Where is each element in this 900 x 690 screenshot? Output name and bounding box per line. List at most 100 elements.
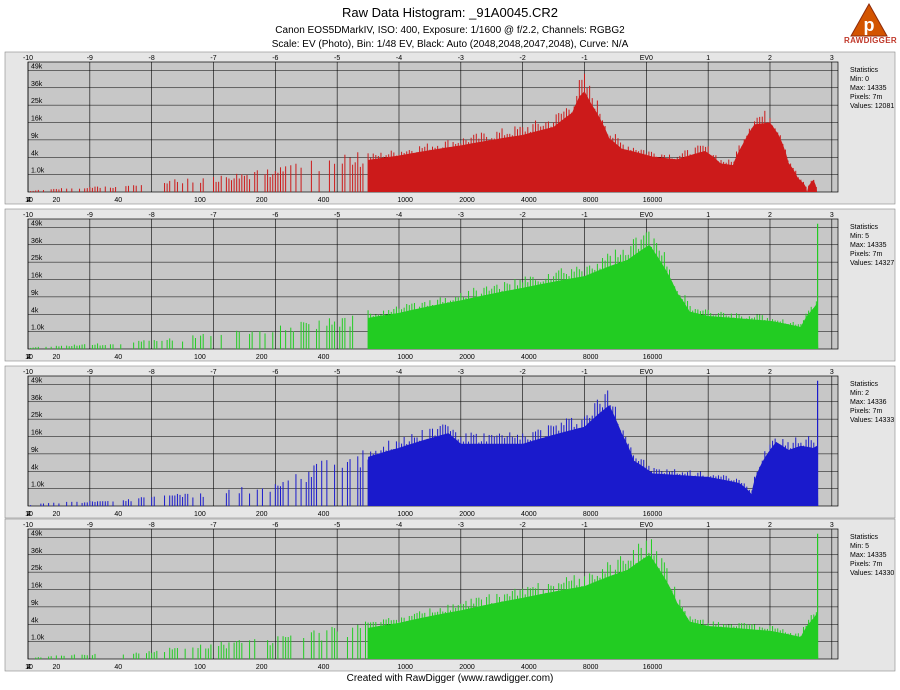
top-tick-label: -8: [149, 369, 155, 376]
bottom-tick-label: 20: [53, 664, 61, 671]
bottom-tick-label: 8000: [583, 197, 599, 204]
top-tick-label: EV0: [640, 522, 653, 529]
bottom-tick-label: 8000: [583, 511, 599, 518]
top-tick-label: -7: [210, 55, 216, 62]
bottom-tick-label: 20: [53, 354, 61, 361]
bottom-tick-label: 4: [27, 511, 31, 518]
bottom-tick-label: 16000: [643, 197, 663, 204]
top-tick-label: -7: [210, 212, 216, 219]
stats-line: Max: 14335: [850, 85, 887, 92]
top-tick-label: 2: [768, 212, 772, 219]
histogram-area: [368, 555, 838, 659]
top-tick-label: -4: [396, 369, 402, 376]
bottom-tick-label: 8000: [583, 354, 599, 361]
top-tick-label: 3: [830, 522, 834, 529]
top-tick-label: -3: [458, 522, 464, 529]
stats-line: Max: 14335: [850, 552, 887, 559]
y-tick-label: 49k: [31, 220, 43, 227]
top-tick-label: EV0: [640, 369, 653, 376]
y-tick-label: 49k: [31, 377, 43, 384]
bottom-tick-label: 4000: [521, 354, 537, 361]
y-tick-label: 25k: [31, 565, 43, 572]
stats-line: Min: 5: [850, 543, 869, 550]
bottom-tick-label: 400: [318, 664, 330, 671]
scale-info: Scale: EV (Photo), Bin: 1/48 EV, Black: …: [271, 39, 629, 50]
bottom-tick-label: 100: [194, 664, 206, 671]
bottom-tick-label: 10: [25, 354, 33, 361]
logo-text: RAWDIGGER: [844, 36, 897, 45]
y-tick-label: 49k: [31, 63, 43, 70]
y-tick-label: 4k: [31, 307, 39, 314]
top-tick-label: 1: [706, 369, 710, 376]
top-tick-label: -3: [458, 212, 464, 219]
y-tick-label: 16k: [31, 583, 43, 590]
stats-title: Statistics: [850, 534, 879, 541]
y-tick-label: 9k: [31, 133, 39, 140]
y-tick-label: 16k: [31, 116, 43, 123]
y-tick-label: 9k: [31, 447, 39, 454]
bottom-tick-label: 10: [25, 664, 33, 671]
top-tick-label: 3: [830, 55, 834, 62]
top-tick-label: -5: [334, 212, 340, 219]
bottom-tick-label: 40: [114, 511, 122, 518]
y-tick-label: 16k: [31, 430, 43, 437]
top-tick-label: -9: [87, 369, 93, 376]
top-tick-label: 1: [706, 522, 710, 529]
bottom-tick-label: 100: [194, 511, 206, 518]
bottom-tick-label: 2000: [459, 511, 475, 518]
top-tick-label: -8: [149, 55, 155, 62]
bottom-tick-label: 100: [194, 197, 206, 204]
stats-line: Values: 14330: [850, 570, 894, 577]
bottom-tick-label: 2000: [459, 197, 475, 204]
top-tick-label: -6: [272, 212, 278, 219]
bottom-tick-label: 200: [256, 664, 268, 671]
stats-line: Min: 2: [850, 390, 869, 397]
bottom-tick-label: 400: [318, 511, 330, 518]
bottom-tick-label: 20: [53, 197, 61, 204]
y-tick-label: 1.0k: [31, 635, 45, 642]
top-tick-label: -9: [87, 212, 93, 219]
histogram-area: [368, 245, 838, 349]
top-tick-label: -9: [87, 55, 93, 62]
bottom-tick-label: 400: [318, 197, 330, 204]
stats-line: Min: 0: [850, 76, 869, 83]
bottom-tick-label: 4000: [521, 664, 537, 671]
top-tick-label: -10: [23, 212, 33, 219]
top-tick-label: -8: [149, 522, 155, 529]
rawdigger-logo-icon: p: [850, 2, 888, 37]
y-tick-label: 16k: [31, 273, 43, 280]
y-tick-label: 9k: [31, 600, 39, 607]
top-tick-label: -1: [581, 369, 587, 376]
bottom-tick-label: 2000: [459, 664, 475, 671]
stats-title: Statistics: [850, 381, 879, 388]
bottom-tick-label: 2: [27, 664, 31, 671]
stats-title: Statistics: [850, 224, 879, 231]
top-tick-label: -6: [272, 55, 278, 62]
top-tick-label: 3: [830, 212, 834, 219]
y-tick-label: 36k: [31, 395, 43, 402]
top-tick-label: -2: [520, 55, 526, 62]
bottom-tick-label: 200: [256, 354, 268, 361]
bottom-tick-label: 2: [27, 354, 31, 361]
stats-title: Statistics: [850, 67, 879, 74]
y-tick-label: 36k: [31, 81, 43, 88]
stats-line: Pixels: 7m: [850, 561, 882, 568]
bottom-tick-label: 1000: [397, 354, 413, 361]
top-tick-label: -3: [458, 369, 464, 376]
top-tick-label: -1: [581, 212, 587, 219]
top-tick-label: 2: [768, 369, 772, 376]
bottom-tick-label: 4: [27, 197, 31, 204]
top-tick-label: -10: [23, 369, 33, 376]
camera-info: Canon EOS5DMarkIV, ISO: 400, Exposure: 1…: [275, 25, 625, 36]
y-tick-label: 1.0k: [31, 482, 45, 489]
top-tick-label: -5: [334, 55, 340, 62]
y-tick-label: 1.0k: [31, 168, 45, 175]
bottom-tick-label: 100: [194, 354, 206, 361]
bottom-tick-label: 4000: [521, 197, 537, 204]
bottom-tick-label: 200: [256, 511, 268, 518]
top-tick-label: -4: [396, 522, 402, 529]
top-tick-label: EV0: [640, 55, 653, 62]
y-tick-label: 9k: [31, 290, 39, 297]
